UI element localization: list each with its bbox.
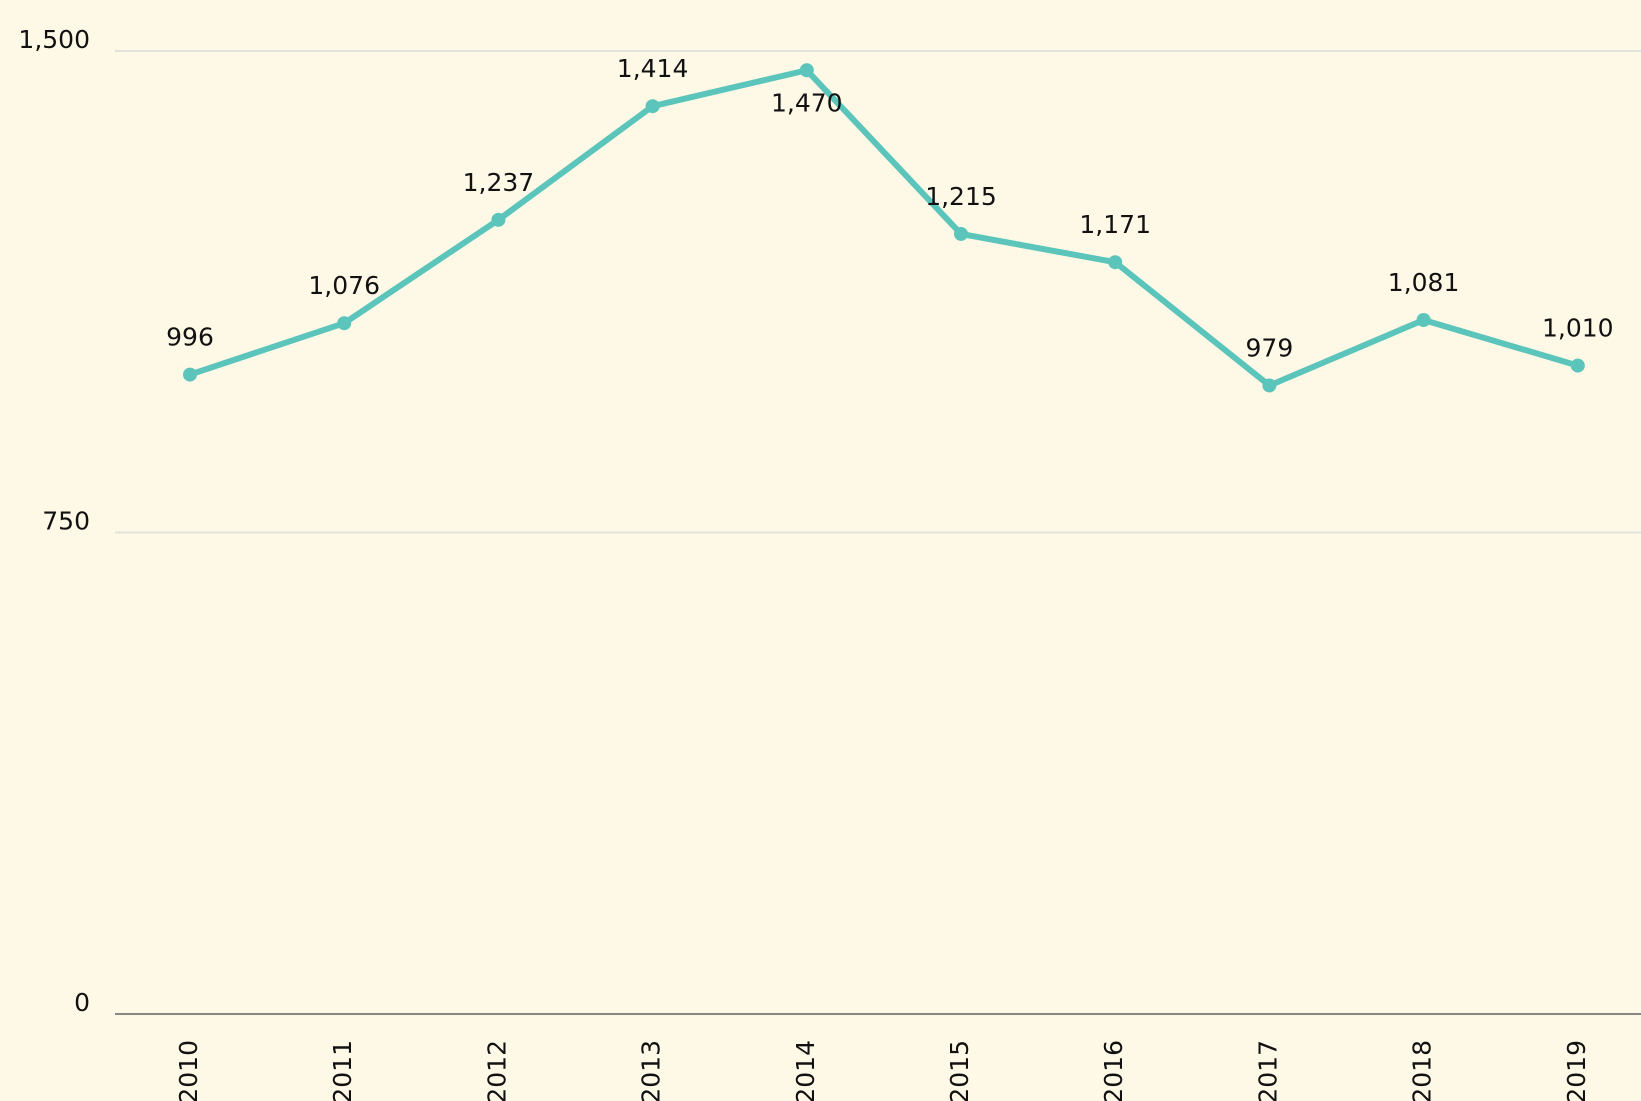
point: [183, 367, 197, 382]
x-tick-label: 2014: [791, 1040, 820, 1101]
y-tick-label: 0: [74, 988, 90, 1017]
data-label: 1,171: [1079, 210, 1151, 239]
point: [1570, 358, 1585, 373]
point: [799, 63, 814, 78]
point: [1262, 378, 1277, 393]
line: [189, 67, 1579, 389]
y-tick-label: 750: [42, 507, 90, 536]
x-tick-label: 2019: [1562, 1040, 1591, 1101]
x-tick-label: 2017: [1253, 1040, 1282, 1101]
point: [491, 212, 506, 227]
y-tick-label: 1,500: [18, 25, 90, 54]
x-tick-label: 2018: [1408, 1040, 1437, 1101]
data-label: 1,414: [617, 54, 689, 83]
x-tick-label: 2010: [174, 1040, 203, 1101]
point: [1108, 255, 1123, 270]
x-tick-label: 2015: [945, 1040, 974, 1101]
data-label: 1,081: [1388, 268, 1460, 297]
x-tick-label: 2016: [1099, 1040, 1128, 1101]
data-label: 1,010: [1542, 314, 1614, 343]
data-label: 996: [166, 323, 214, 352]
data-label: 1,076: [308, 271, 380, 300]
data-label: 1,470: [771, 88, 843, 117]
x-tick-label: 2012: [482, 1040, 511, 1101]
point: [337, 316, 352, 331]
data-label: 979: [1246, 333, 1294, 362]
data-label: 1,237: [463, 168, 535, 197]
point: [1416, 312, 1431, 327]
x-tick-label: 2011: [328, 1040, 357, 1101]
point: [645, 99, 660, 114]
data-label: 1,215: [925, 182, 997, 211]
point: [954, 226, 968, 241]
x-tick-label: 2013: [637, 1040, 666, 1101]
